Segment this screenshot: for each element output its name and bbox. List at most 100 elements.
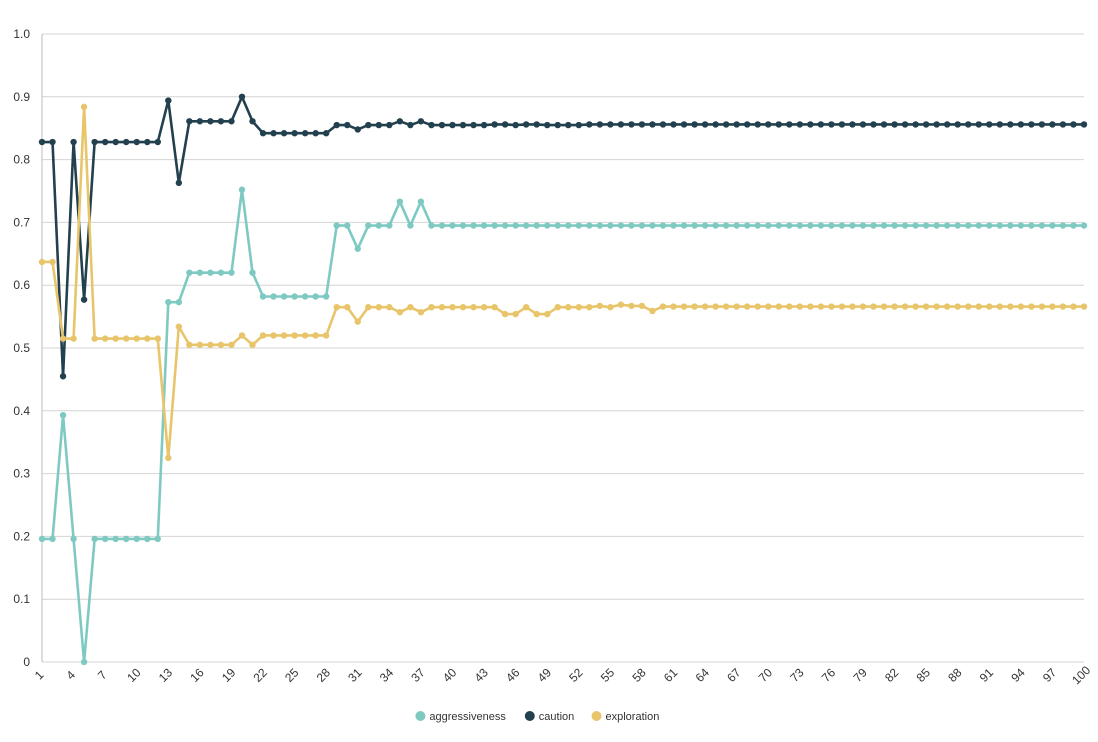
data-point [70, 535, 77, 543]
data-point [638, 121, 646, 128]
data-point [207, 269, 214, 276]
data-point [1070, 303, 1077, 310]
data-point [533, 121, 540, 128]
y-tick-label: 0.8 [13, 153, 30, 167]
data-point [922, 303, 930, 310]
x-tick-label: 82 [882, 665, 902, 685]
data-point [49, 535, 56, 543]
data-point [238, 332, 246, 339]
data-point [186, 118, 193, 125]
data-point [701, 303, 709, 310]
data-point [249, 269, 256, 276]
data-point [796, 303, 804, 310]
data-point [828, 121, 835, 128]
data-point [280, 332, 288, 339]
data-point [470, 303, 477, 311]
data-point [575, 303, 582, 311]
data-point [417, 198, 425, 205]
data-point [80, 296, 88, 303]
data-point [386, 222, 393, 229]
legend-swatch [524, 711, 535, 721]
data-point [838, 303, 846, 310]
data-point [217, 269, 225, 276]
data-point [1070, 121, 1077, 128]
data-point [901, 222, 909, 229]
data-point [38, 535, 46, 543]
legend-item-exploration: exploration [591, 711, 659, 723]
data-point [849, 222, 856, 229]
data-point [228, 341, 235, 349]
data-point [870, 121, 877, 128]
data-point [491, 303, 498, 311]
data-point [586, 121, 593, 128]
data-point [596, 121, 604, 128]
data-point [617, 121, 625, 128]
data-point [344, 121, 351, 129]
data-point [1028, 121, 1035, 128]
data-point [80, 103, 88, 111]
data-point [670, 303, 677, 310]
series-line-caution [42, 95, 1084, 378]
data-point [207, 341, 214, 349]
data-point [449, 121, 456, 129]
data-point [1049, 222, 1056, 229]
data-point [1059, 121, 1067, 128]
data-point [522, 121, 530, 128]
data-point [38, 258, 46, 266]
data-point [743, 121, 751, 128]
data-point [975, 121, 982, 128]
data-point [670, 222, 677, 229]
data-point [691, 222, 698, 229]
data-point [322, 130, 330, 137]
data-point [375, 222, 383, 229]
data-point [807, 121, 814, 128]
data-point [59, 373, 67, 380]
x-tick-label: 40 [440, 665, 460, 685]
data-point [775, 121, 782, 128]
data-point [912, 303, 919, 310]
y-tick-label: 0.1 [13, 592, 30, 606]
x-tick-label: 55 [598, 665, 618, 685]
data-point [533, 310, 540, 318]
data-point [49, 138, 56, 146]
data-point [628, 222, 635, 229]
x-tick-label: 4 [63, 668, 78, 683]
data-point [1007, 121, 1014, 128]
x-tick-label: 73 [787, 665, 807, 685]
data-point [101, 138, 109, 146]
data-point [638, 222, 646, 229]
data-point [365, 303, 372, 311]
data-point [943, 222, 951, 229]
data-point [123, 138, 130, 146]
data-point [649, 222, 656, 229]
data-point [186, 341, 193, 349]
data-point [312, 332, 319, 339]
data-point [407, 222, 414, 229]
data-point [701, 222, 709, 229]
data-point [312, 293, 319, 300]
data-point [438, 222, 446, 229]
data-point [596, 222, 604, 229]
y-tick-label: 0.7 [13, 215, 30, 229]
data-point [659, 121, 667, 128]
data-point [617, 301, 625, 308]
y-tick-label: 0.5 [13, 341, 30, 355]
x-tick-label: 94 [1008, 665, 1028, 685]
data-point [1049, 121, 1056, 128]
data-point [186, 269, 193, 276]
data-point [712, 222, 719, 229]
x-tick-label: 16 [187, 665, 207, 685]
data-point [649, 121, 656, 128]
data-point [407, 121, 414, 129]
data-point [975, 303, 982, 310]
x-tick-label: 28 [314, 665, 334, 685]
legend-swatch [415, 711, 426, 721]
data-point [554, 303, 561, 311]
x-tick-label: 19 [219, 665, 239, 685]
data-point [344, 303, 351, 311]
data-point [670, 121, 677, 128]
data-point [459, 222, 467, 229]
data-point [101, 535, 109, 543]
series-lines [38, 93, 1088, 666]
data-point [754, 303, 761, 310]
